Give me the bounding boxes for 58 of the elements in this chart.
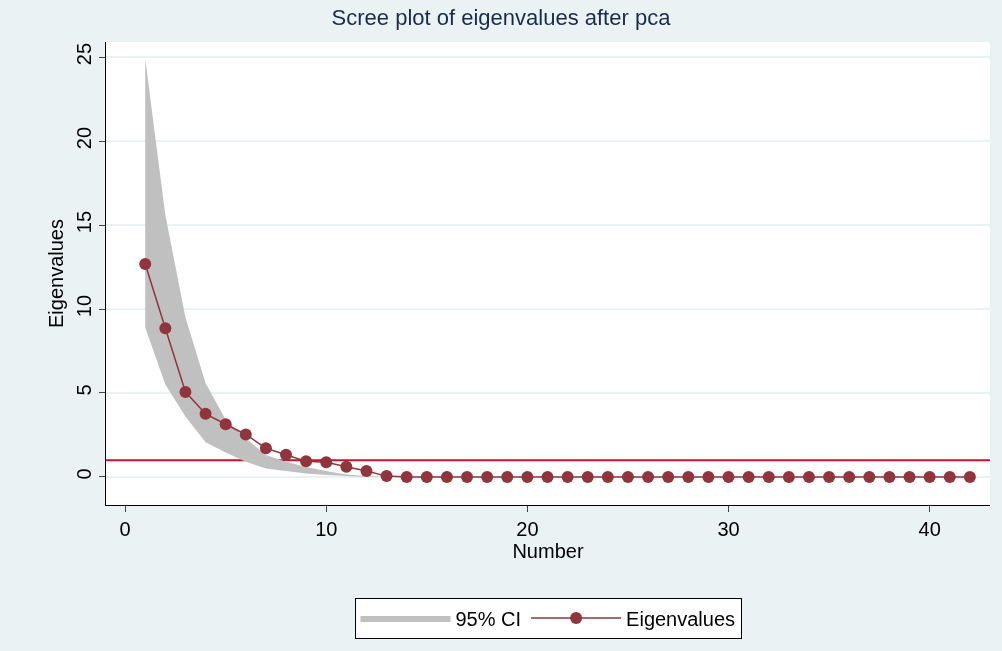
point <box>280 448 293 461</box>
legend-label: 95% CI <box>455 607 522 630</box>
point <box>782 470 795 483</box>
point <box>823 470 836 483</box>
y-tick-label: 10 <box>73 294 95 318</box>
point <box>179 385 192 398</box>
point <box>682 470 695 483</box>
y-tick-label: 20 <box>73 126 95 150</box>
point <box>159 322 172 335</box>
point <box>521 470 534 483</box>
point <box>621 470 634 483</box>
legend-label: Eigenvalues <box>626 607 736 630</box>
point <box>581 470 594 483</box>
point <box>883 470 896 483</box>
point <box>259 442 272 455</box>
x-tick-label: 0 <box>119 518 131 540</box>
x-tick-label: 30 <box>717 518 740 540</box>
point <box>963 470 976 483</box>
x-tick-label: 10 <box>315 518 338 540</box>
x-tick-label: 40 <box>918 518 941 540</box>
point <box>420 470 433 483</box>
point <box>923 470 936 483</box>
x-axis-title: Number <box>512 540 584 562</box>
point <box>219 418 232 431</box>
point <box>461 470 474 483</box>
point <box>139 258 152 270</box>
point <box>239 428 252 441</box>
point <box>400 470 413 483</box>
y-tick-label: 15 <box>73 210 95 234</box>
y-tick-label: 0 <box>73 468 95 480</box>
point <box>199 407 212 420</box>
point <box>300 455 313 468</box>
point <box>702 470 715 483</box>
point <box>561 470 574 483</box>
point <box>742 470 755 483</box>
point <box>863 470 876 483</box>
point <box>440 470 453 483</box>
point <box>360 465 373 478</box>
point <box>601 470 614 483</box>
point <box>943 470 956 483</box>
point <box>903 470 916 483</box>
point <box>662 470 675 483</box>
point <box>843 470 856 483</box>
point <box>320 456 333 469</box>
y-tick-label: 25 <box>73 42 95 66</box>
x-tick-label: 20 <box>516 518 539 540</box>
point <box>380 470 393 483</box>
y-tick-label: 5 <box>73 384 95 396</box>
point <box>722 470 735 483</box>
y-axis-title: Eigenvalues <box>44 219 67 328</box>
point <box>541 470 554 483</box>
point <box>340 460 353 473</box>
chart-title: Scree plot of eigenvalues after pca <box>331 5 672 31</box>
point <box>762 470 775 483</box>
point <box>501 470 514 483</box>
point <box>481 470 494 483</box>
point <box>642 470 655 483</box>
point <box>802 470 815 483</box>
